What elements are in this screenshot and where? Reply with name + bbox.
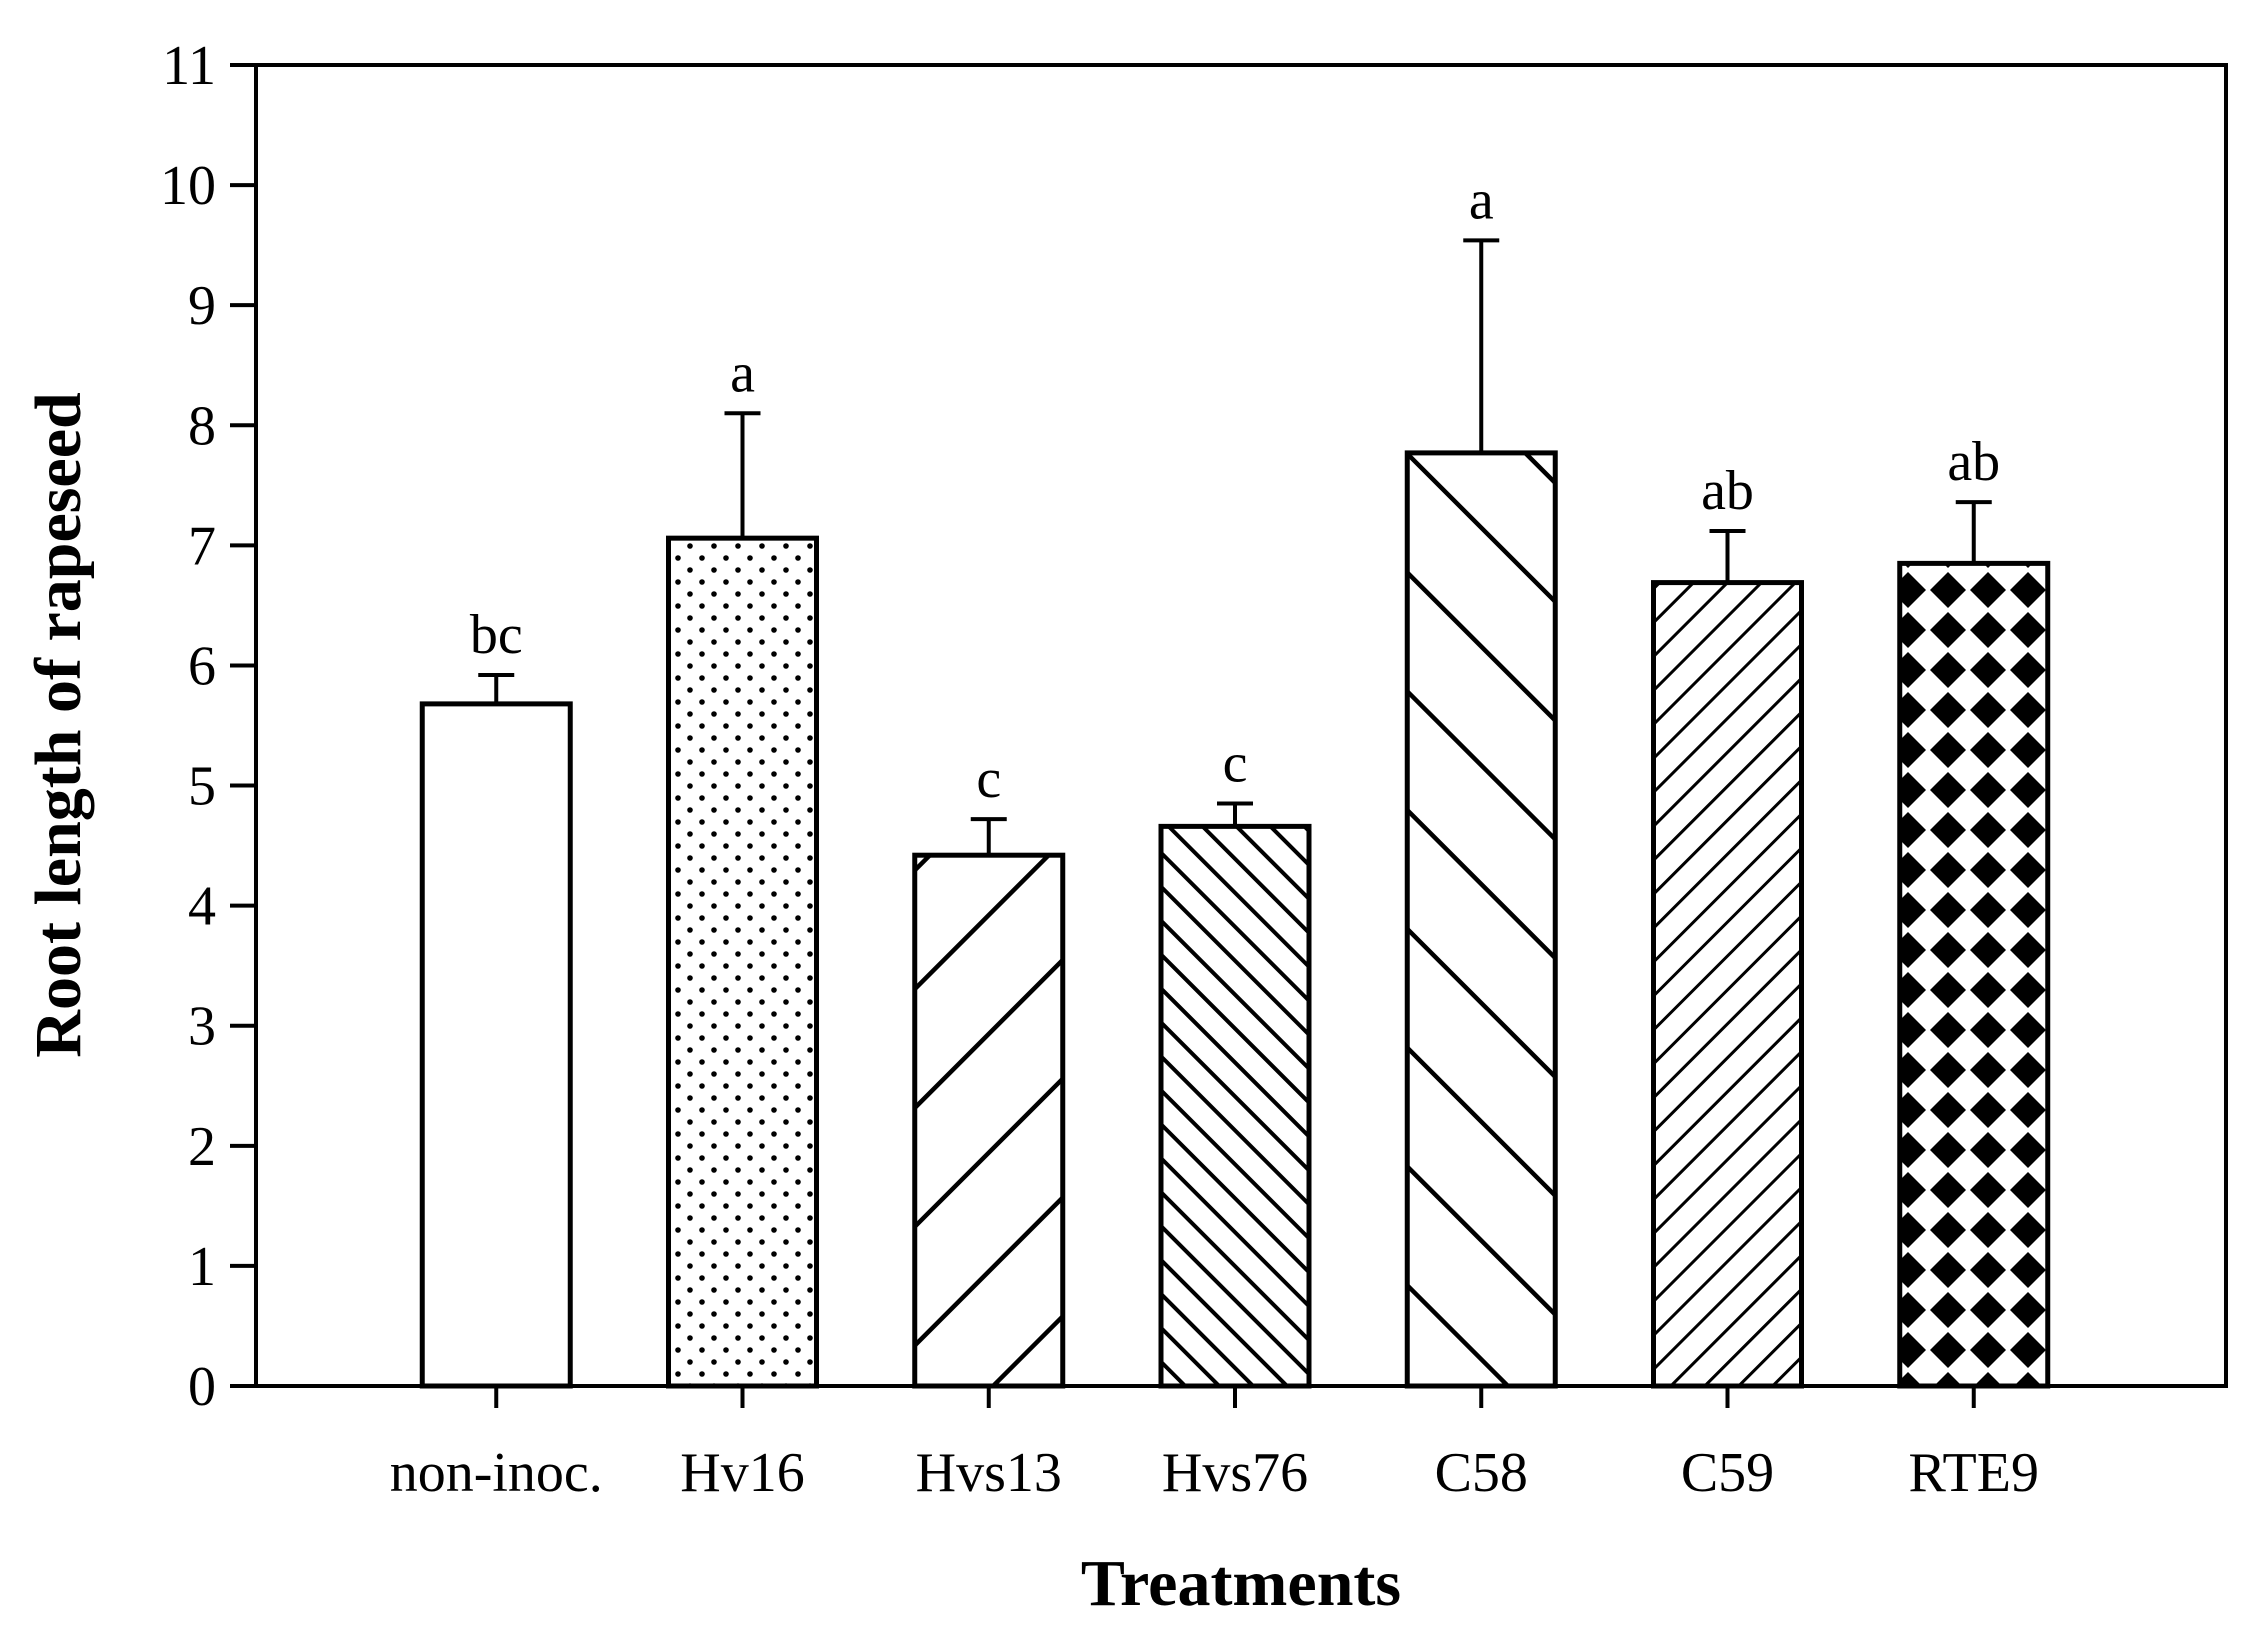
y-tick-label: 11 <box>162 35 216 97</box>
x-tick-label: Hv16 <box>680 1442 804 1504</box>
x-tick-label: C58 <box>1435 1442 1528 1504</box>
x-tick-label: RTE9 <box>1909 1442 2039 1504</box>
y-tick-label: 4 <box>188 876 216 938</box>
significance-label: bc <box>470 604 523 666</box>
x-tick-label: Hvs76 <box>1162 1442 1308 1504</box>
significance-label: ab <box>1947 431 2000 493</box>
bar-C59 <box>1651 580 1804 1389</box>
x-tick-label: non-inoc. <box>390 1442 603 1504</box>
y-tick-label: 1 <box>188 1236 216 1298</box>
y-tick-label: 8 <box>188 395 216 457</box>
significance-label: a <box>730 342 755 404</box>
x-axis: non-inoc. Hv16 Hvs13 Hvs76 C58 C59 RTE9 <box>390 1386 2039 1504</box>
y-tick-label: 7 <box>188 515 216 577</box>
y-tick-label: 6 <box>188 635 216 697</box>
y-tick-label: 9 <box>188 275 216 337</box>
x-axis-title: Treatments <box>1081 1547 1401 1620</box>
y-tick-label: 5 <box>188 756 216 818</box>
significance-label: a <box>1469 169 1494 231</box>
x-tick-label: Hvs13 <box>916 1442 1062 1504</box>
significance-label: c <box>1223 733 1248 795</box>
bars-group <box>419 450 2051 1389</box>
bar-C58 <box>1404 450 1558 1389</box>
y-tick-label: 3 <box>188 996 216 1058</box>
y-axis-title: Root length of rapeseed <box>22 392 95 1057</box>
significance-label: c <box>976 748 1001 810</box>
significance-label: ab <box>1701 460 1754 522</box>
y-axis: 0 1 2 3 4 5 6 7 8 9 10 11 <box>160 35 256 1418</box>
bar-Hvs76 <box>1158 823 1312 1389</box>
bar-Hvs13 <box>912 852 1066 1389</box>
significance-labels-group: bc a c c a ab ab <box>470 169 2000 810</box>
bar-Hv16 <box>666 535 819 1389</box>
x-tick-label: C59 <box>1681 1442 1774 1504</box>
y-tick-label: 10 <box>160 155 216 217</box>
bar-non-inoc. <box>419 701 573 1389</box>
bar-RTE9 <box>1897 560 2051 1389</box>
y-tick-label: 2 <box>188 1116 216 1178</box>
y-tick-label: 0 <box>188 1356 216 1418</box>
error-bars-group <box>478 238 1992 856</box>
